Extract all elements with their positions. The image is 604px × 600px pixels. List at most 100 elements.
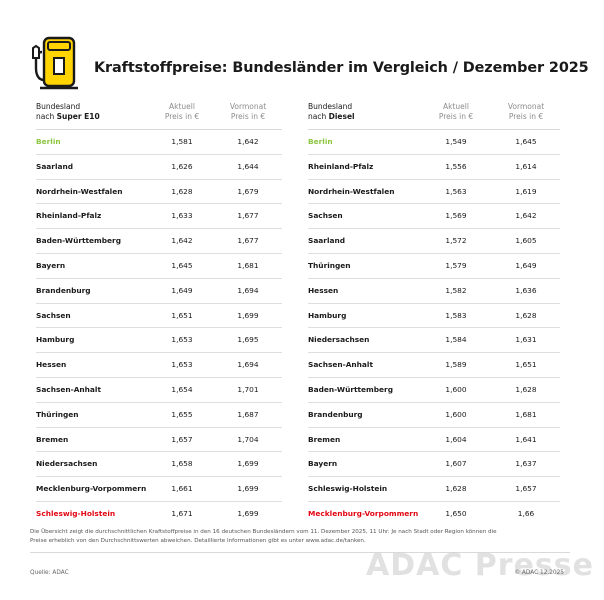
table-row: Berlin 1,581 1,642 bbox=[36, 130, 282, 155]
current-price: 1,549 bbox=[445, 137, 467, 146]
current-price: 1,653 bbox=[171, 335, 193, 345]
previous-price: 1,704 bbox=[237, 434, 259, 444]
previous-price: 1,694 bbox=[237, 360, 259, 370]
current-price: 1,628 bbox=[445, 484, 467, 494]
footnote-line: Preise erheblich von den Durchschnittswe… bbox=[30, 538, 366, 544]
state-name: Sachsen-Anhalt bbox=[36, 384, 101, 394]
diesel-price-table: Bundesland nach Diesel Aktuell Preis in … bbox=[308, 102, 560, 527]
header-label: Bundesland bbox=[36, 102, 81, 111]
current-price: 1,654 bbox=[171, 384, 193, 394]
state-name: Hamburg bbox=[308, 310, 347, 320]
footnote: Die Übersicht zeigt die durchschnittlich… bbox=[30, 528, 570, 546]
current-price: 1,579 bbox=[445, 260, 467, 270]
current-price: 1,583 bbox=[445, 310, 467, 320]
previous-price: 1,687 bbox=[237, 409, 259, 419]
table-row: Sachsen 1,651 1,699 bbox=[36, 304, 282, 329]
state-name: Schleswig-Holstein bbox=[308, 484, 388, 494]
previous-price: 1,66 bbox=[517, 508, 535, 518]
state-name: Bayern bbox=[308, 459, 338, 469]
state-name: Sachsen bbox=[36, 310, 71, 320]
copyright-label: © ADAC 12.2025 bbox=[514, 570, 564, 576]
current-price: 1,628 bbox=[171, 186, 193, 196]
table-row: Nordrhein-Westfalen 1,563 1,619 bbox=[308, 180, 560, 205]
fuel-pump-icon bbox=[32, 36, 78, 90]
table-row: Bayern 1,645 1,681 bbox=[36, 254, 282, 279]
table-row: Baden-Württemberg 1,642 1,677 bbox=[36, 229, 282, 254]
table-header: Bundesland nach Diesel Aktuell Preis in … bbox=[308, 102, 560, 130]
current-price: 1,600 bbox=[445, 384, 467, 394]
table-row: Sachsen 1,569 1,642 bbox=[308, 204, 560, 230]
header-label-prefix: nach bbox=[308, 112, 329, 121]
current-price: 1,642 bbox=[171, 236, 193, 246]
state-name: Rheinland-Pfalz bbox=[36, 211, 102, 221]
table-row: Brandenburg 1,649 1,694 bbox=[36, 279, 282, 304]
previous-price: 1,699 bbox=[237, 310, 259, 320]
column-header-state: Bundesland nach Diesel bbox=[308, 102, 355, 122]
current-price: 1,582 bbox=[445, 285, 467, 295]
watermark: ADAC Presse bbox=[366, 548, 594, 583]
state-name: Hessen bbox=[36, 360, 67, 370]
source-label: Quelle: ADAC bbox=[30, 570, 69, 576]
header-label: Aktuell bbox=[443, 102, 469, 111]
current-price: 1,653 bbox=[171, 360, 193, 370]
current-price: 1,649 bbox=[171, 285, 193, 295]
current-price: 1,645 bbox=[171, 260, 193, 270]
previous-price: 1,641 bbox=[515, 434, 537, 444]
current-price: 1,661 bbox=[171, 484, 193, 494]
state-name: Thüringen bbox=[36, 409, 79, 419]
previous-price: 1,631 bbox=[515, 335, 537, 345]
table-header: Bundesland nach Super E10 Aktuell Preis … bbox=[36, 102, 282, 130]
current-price: 1,563 bbox=[445, 186, 467, 196]
header-unit: Preis in € bbox=[438, 112, 474, 121]
current-price: 1,589 bbox=[445, 360, 467, 370]
state-name: Brandenburg bbox=[308, 409, 363, 419]
header-fuel-type: Super E10 bbox=[56, 112, 100, 121]
table-row: Thüringen 1,579 1,649 bbox=[308, 254, 560, 279]
previous-price: 1,695 bbox=[237, 335, 259, 345]
previous-price: 1,677 bbox=[237, 236, 259, 246]
table-row: Saarland 1,626 1,644 bbox=[36, 155, 282, 180]
state-name: Nordrhein-Westfalen bbox=[36, 186, 123, 196]
page-title: Kraftstoffpreise: Bundesländer im Vergle… bbox=[94, 60, 589, 76]
table-row: Mecklenburg-Vorpommern 1,661 1,699 bbox=[36, 477, 282, 502]
previous-price: 1,628 bbox=[515, 384, 537, 394]
previous-price: 1,701 bbox=[237, 384, 259, 394]
table-row: Bremen 1,657 1,704 bbox=[36, 428, 282, 453]
state-name: Bayern bbox=[36, 260, 66, 270]
state-name: Saarland bbox=[36, 161, 74, 171]
header-label-prefix: nach bbox=[36, 112, 57, 121]
e10-price-table: Bundesland nach Super E10 Aktuell Preis … bbox=[36, 102, 282, 527]
page-header: Kraftstoffpreise: Bundesländer im Vergle… bbox=[30, 36, 589, 92]
state-name: Mecklenburg-Vorpommern bbox=[308, 508, 419, 518]
previous-price: 1,699 bbox=[237, 508, 259, 518]
state-name: Baden-Württemberg bbox=[308, 384, 393, 394]
table-row: Thüringen 1,655 1,687 bbox=[36, 403, 282, 428]
previous-price: 1,605 bbox=[515, 236, 537, 246]
table-row: Hamburg 1,583 1,628 bbox=[308, 304, 560, 329]
previous-price: 1,614 bbox=[515, 161, 537, 171]
table-row: Rheinland-Pfalz 1,633 1,677 bbox=[36, 204, 282, 230]
column-header-previous: Vormonat Preis in € bbox=[504, 102, 548, 122]
current-price: 1,655 bbox=[171, 409, 193, 419]
previous-price: 1,644 bbox=[237, 161, 259, 171]
current-price: 1,600 bbox=[445, 409, 467, 419]
header-unit: Preis in € bbox=[230, 112, 266, 121]
column-header-state: Bundesland nach Super E10 bbox=[36, 102, 100, 122]
previous-price: 1,628 bbox=[515, 310, 537, 320]
previous-price: 1,637 bbox=[515, 459, 537, 469]
previous-price: 1,699 bbox=[237, 459, 259, 469]
state-name: Niedersachsen bbox=[36, 459, 98, 469]
previous-price: 1,657 bbox=[515, 484, 537, 494]
current-price: 1,584 bbox=[445, 335, 467, 345]
state-name: Thüringen bbox=[308, 260, 351, 270]
table-row: Mecklenburg-Vorpommern 1,650 1,66 bbox=[308, 502, 560, 527]
previous-price: 1,642 bbox=[515, 211, 537, 221]
previous-price: 1,645 bbox=[515, 137, 537, 146]
previous-price: 1,681 bbox=[237, 260, 259, 270]
header-label: Aktuell bbox=[169, 102, 195, 111]
header-label: Bundesland bbox=[308, 102, 353, 111]
table-row: Berlin 1,549 1,645 bbox=[308, 130, 560, 155]
current-price: 1,657 bbox=[171, 434, 193, 444]
state-name: Schleswig-Holstein bbox=[36, 508, 116, 518]
table-row: Hessen 1,582 1,636 bbox=[308, 279, 560, 304]
